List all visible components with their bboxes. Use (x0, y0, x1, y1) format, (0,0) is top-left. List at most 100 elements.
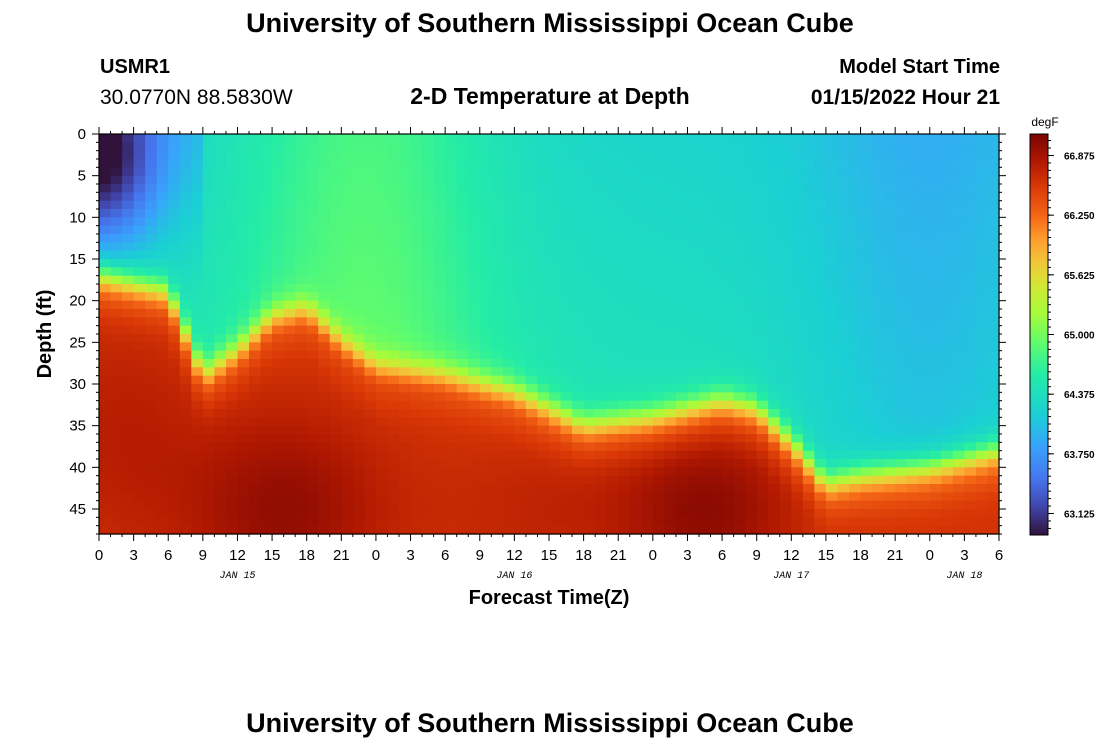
date-label: JAN 15 (219, 571, 255, 582)
heatmap-cell (699, 134, 712, 143)
heatmap-cell (664, 334, 677, 343)
heatmap-cell (318, 475, 331, 485)
heatmap-cell (468, 467, 481, 477)
heatmap-cell (525, 425, 539, 435)
colorbar-tick-label: 64.375 (1064, 390, 1095, 401)
heatmap-cell (883, 259, 896, 268)
heatmap-cell (664, 275, 677, 285)
heatmap-cell (710, 417, 723, 427)
heatmap-cell (260, 159, 273, 168)
heatmap-cell (860, 184, 873, 193)
heatmap-cell (595, 209, 608, 218)
heatmap-cell (779, 442, 792, 452)
heatmap-cell (295, 325, 308, 335)
heatmap-cell (525, 409, 539, 418)
heatmap-cell (433, 175, 446, 185)
heatmap-cell (595, 525, 608, 535)
heatmap-cell (675, 500, 689, 510)
heatmap-cell (629, 392, 642, 402)
heatmap-cell (964, 400, 977, 410)
heatmap-cell (387, 334, 400, 343)
heatmap-cell (722, 267, 735, 277)
heatmap-cell (837, 334, 850, 343)
heatmap-cell (768, 134, 781, 143)
heatmap-cell (606, 175, 619, 185)
heatmap-cell (99, 417, 112, 427)
heatmap-cell (975, 284, 989, 293)
heatmap-cell (514, 450, 527, 460)
date-label: JAN 18 (946, 571, 982, 582)
heatmap-cell (906, 467, 919, 477)
heatmap-cell (283, 442, 296, 452)
heatmap-cell (468, 242, 481, 252)
heatmap-cell (641, 184, 654, 193)
heatmap-cell (410, 200, 423, 210)
heatmap-cell (514, 267, 527, 277)
heatmap-cell (525, 134, 539, 143)
heatmap-cell (710, 159, 723, 168)
heatmap-cell (399, 167, 412, 177)
heatmap-cell (249, 175, 262, 185)
heatmap-cell (987, 134, 1000, 143)
heatmap-cell (479, 484, 492, 493)
x-tick-label: 12 (783, 547, 800, 564)
heatmap-cell (375, 209, 389, 218)
heatmap-cell (272, 334, 285, 343)
heatmap-cell (179, 275, 192, 285)
heatmap-cell (433, 250, 446, 260)
heatmap-cell (964, 225, 977, 235)
heatmap-cell (122, 159, 135, 168)
heatmap-cell (456, 342, 469, 352)
heatmap-cell (433, 517, 446, 527)
heatmap-cell (606, 275, 619, 285)
heatmap-cell (883, 384, 896, 393)
heatmap-cell (295, 242, 308, 252)
heatmap-cell (525, 275, 539, 285)
heatmap-cell (225, 467, 239, 477)
heatmap-cell (433, 134, 446, 143)
heatmap-cell (779, 459, 792, 468)
heatmap-cell (306, 267, 319, 277)
heatmap-cell (318, 242, 331, 252)
heatmap-cell (468, 367, 481, 377)
heatmap-cell (802, 292, 815, 302)
heatmap-cell (422, 442, 435, 452)
x-tick-label: 21 (887, 547, 904, 564)
heatmap-cell (849, 300, 862, 310)
heatmap-cell (572, 317, 585, 327)
heatmap-cell (468, 167, 481, 177)
heatmap-cell (168, 484, 181, 493)
heatmap-cell (802, 484, 815, 493)
heatmap-cell (329, 384, 342, 393)
heatmap-cell (606, 475, 619, 485)
heatmap-cell (906, 509, 919, 518)
heatmap-cell (745, 417, 758, 427)
heatmap-cell (191, 159, 204, 168)
heatmap-cell (214, 284, 227, 293)
heatmap-cell (675, 259, 689, 268)
heatmap-cell (699, 259, 712, 268)
heatmap-cell (214, 350, 227, 360)
heatmap-cell (814, 292, 827, 302)
heatmap-cell (814, 450, 827, 460)
heatmap-cell (964, 300, 977, 310)
heatmap-cell (849, 484, 862, 493)
heatmap-cell (214, 292, 227, 302)
heatmap-cell (802, 200, 815, 210)
heatmap-cell (906, 300, 919, 310)
heatmap-cell (272, 159, 285, 168)
heatmap-cell (352, 200, 365, 210)
heatmap-cell (583, 242, 596, 252)
heatmap-cell (849, 392, 862, 402)
heatmap-cell (525, 509, 539, 518)
heatmap-cell (895, 375, 908, 385)
heatmap-cell (595, 225, 608, 235)
heatmap-cell (168, 517, 181, 527)
heatmap-cell (641, 500, 654, 510)
heatmap-cell (410, 492, 423, 502)
heatmap-cell (537, 167, 550, 177)
heatmap-cell (249, 525, 262, 535)
heatmap-cell (364, 525, 377, 535)
heatmap-cell (410, 392, 423, 402)
heatmap-cell (445, 409, 458, 418)
